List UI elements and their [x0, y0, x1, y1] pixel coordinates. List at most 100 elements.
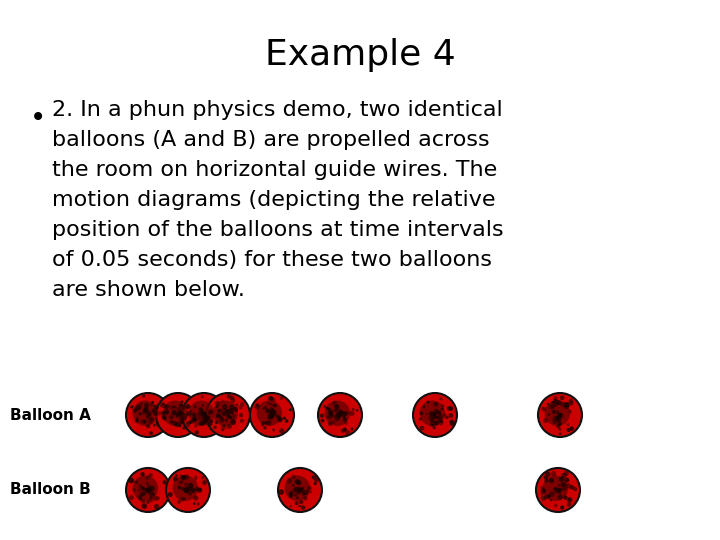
Circle shape — [185, 489, 189, 493]
Circle shape — [156, 422, 158, 425]
Circle shape — [191, 412, 195, 417]
Circle shape — [184, 487, 189, 492]
Circle shape — [559, 413, 563, 416]
Circle shape — [200, 411, 205, 416]
Circle shape — [156, 496, 160, 500]
Circle shape — [269, 413, 274, 417]
Circle shape — [320, 418, 324, 422]
Circle shape — [197, 488, 202, 493]
Circle shape — [227, 394, 231, 399]
Circle shape — [144, 407, 149, 412]
Circle shape — [200, 420, 206, 425]
Circle shape — [150, 485, 156, 491]
Circle shape — [426, 400, 430, 403]
Circle shape — [129, 495, 134, 500]
Circle shape — [143, 395, 145, 397]
Circle shape — [268, 396, 273, 401]
Circle shape — [548, 413, 550, 416]
Circle shape — [181, 415, 186, 421]
Circle shape — [568, 497, 571, 500]
Circle shape — [294, 494, 297, 497]
Circle shape — [208, 410, 213, 414]
Circle shape — [436, 416, 438, 419]
Circle shape — [144, 488, 148, 492]
Circle shape — [436, 410, 438, 413]
Circle shape — [177, 485, 181, 489]
Circle shape — [349, 411, 354, 416]
Circle shape — [272, 411, 276, 415]
Circle shape — [343, 414, 346, 418]
Circle shape — [230, 420, 236, 425]
Circle shape — [183, 497, 186, 501]
Circle shape — [216, 405, 219, 408]
Circle shape — [199, 488, 202, 491]
Circle shape — [328, 421, 333, 426]
Circle shape — [296, 496, 299, 500]
Circle shape — [177, 413, 179, 415]
Circle shape — [332, 420, 336, 424]
Text: position of the balloons at time intervals: position of the balloons at time interva… — [52, 220, 503, 240]
Circle shape — [439, 397, 443, 401]
Circle shape — [217, 409, 221, 413]
Circle shape — [222, 404, 228, 409]
Circle shape — [143, 409, 147, 413]
Text: 2. In a phun physics demo, two identical: 2. In a phun physics demo, two identical — [52, 100, 503, 120]
Circle shape — [557, 484, 560, 487]
Circle shape — [556, 488, 560, 492]
Circle shape — [169, 415, 174, 419]
Circle shape — [430, 423, 433, 427]
Circle shape — [449, 407, 454, 411]
Circle shape — [298, 505, 301, 508]
Circle shape — [543, 476, 568, 501]
Circle shape — [194, 487, 199, 491]
Circle shape — [179, 474, 182, 477]
Circle shape — [269, 416, 273, 420]
Circle shape — [277, 416, 282, 421]
Circle shape — [567, 502, 571, 507]
Circle shape — [181, 487, 185, 491]
Circle shape — [156, 393, 200, 437]
Circle shape — [325, 401, 350, 426]
Circle shape — [558, 415, 561, 418]
Circle shape — [179, 403, 183, 407]
Circle shape — [195, 418, 197, 421]
Circle shape — [179, 481, 182, 484]
Circle shape — [312, 475, 316, 480]
Circle shape — [552, 411, 556, 414]
Circle shape — [553, 488, 555, 491]
Circle shape — [433, 412, 437, 415]
Circle shape — [433, 402, 438, 407]
Circle shape — [181, 405, 186, 410]
Circle shape — [554, 488, 556, 490]
Circle shape — [557, 491, 560, 494]
Circle shape — [226, 409, 230, 413]
Circle shape — [144, 491, 147, 495]
Circle shape — [145, 412, 150, 417]
Circle shape — [227, 414, 230, 417]
Circle shape — [342, 411, 345, 415]
Circle shape — [193, 417, 196, 421]
Circle shape — [188, 492, 192, 496]
Circle shape — [189, 410, 192, 413]
Circle shape — [221, 400, 224, 402]
Circle shape — [136, 419, 139, 422]
Circle shape — [240, 402, 245, 407]
Circle shape — [140, 419, 145, 424]
Circle shape — [438, 420, 444, 426]
Circle shape — [226, 413, 230, 416]
Circle shape — [343, 417, 347, 422]
Circle shape — [554, 487, 557, 490]
Circle shape — [284, 476, 310, 501]
Circle shape — [261, 421, 265, 425]
Circle shape — [161, 415, 166, 420]
Circle shape — [164, 409, 169, 415]
Circle shape — [143, 408, 148, 413]
Circle shape — [235, 403, 238, 406]
Circle shape — [146, 410, 152, 416]
Circle shape — [205, 416, 210, 422]
Circle shape — [179, 424, 181, 428]
Circle shape — [266, 420, 271, 426]
Text: of 0.05 seconds) for these two balloons: of 0.05 seconds) for these two balloons — [52, 250, 492, 270]
Text: the room on horizontal guide wires. The: the room on horizontal guide wires. The — [52, 160, 498, 180]
Circle shape — [174, 413, 176, 415]
